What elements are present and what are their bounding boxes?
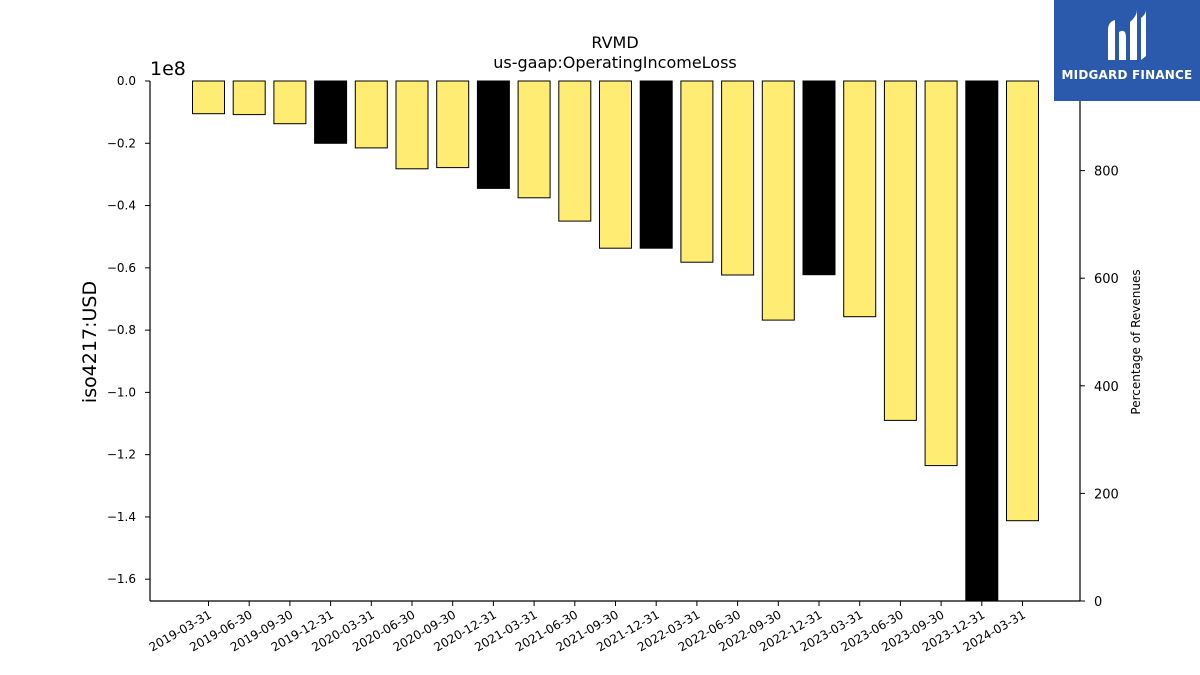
y2-tick-label: 0 <box>1094 595 1102 610</box>
bar-2021-06-30 <box>558 80 592 222</box>
bar-2022-09-30 <box>761 80 795 321</box>
bar-2022-06-30 <box>721 80 755 276</box>
bar-2024-03-31 <box>1006 80 1039 522</box>
y2-tick-label: 800 <box>1094 165 1119 180</box>
y-tick-label: −1.6 <box>107 572 136 586</box>
bar-2023-09-30 <box>924 80 958 467</box>
y2-tick-label: 600 <box>1094 272 1119 287</box>
y-tick-label: −0.8 <box>107 323 136 337</box>
bar-2023-12-31 <box>965 80 999 602</box>
y-tick-label: −0.6 <box>107 261 136 275</box>
y2-tick-label: 200 <box>1094 487 1119 502</box>
chart-title: RVMD <box>591 33 638 52</box>
bar-2020-09-30 <box>436 80 470 169</box>
bar-2023-03-31 <box>843 80 877 318</box>
y-axis-label: iso4217:USD <box>79 281 101 403</box>
chart-subtitle: us-gaap:OperatingIncomeLoss <box>493 53 737 72</box>
logo-text: MIDGARD FINANCE <box>1061 68 1193 82</box>
y-tick-label: −0.2 <box>107 136 136 150</box>
bar-2020-12-31 <box>476 80 510 189</box>
bar-2023-06-30 <box>883 80 917 421</box>
bar-2019-03-31 <box>192 80 225 115</box>
y-tick-label: −1.0 <box>107 385 136 399</box>
y2-tick-label: 400 <box>1094 380 1119 395</box>
bar-2021-09-30 <box>599 80 632 249</box>
bar-2022-03-31 <box>680 80 714 263</box>
y-tick-label: −1.4 <box>107 510 136 524</box>
y2-axis-label: Percentage of Revenues <box>1129 269 1143 414</box>
bar-2021-03-31 <box>517 80 551 199</box>
bar-2022-12-31 <box>802 80 836 276</box>
bar-2019-06-30 <box>232 80 266 116</box>
bar-2020-03-31 <box>354 80 388 149</box>
y-offset-label: 1e8 <box>150 58 186 80</box>
y-tick-label: −1.2 <box>107 448 136 462</box>
y-tick-label: 0.0 <box>117 74 136 88</box>
midgard-finance-logo: MIDGARD FINANCE <box>1054 0 1200 101</box>
bar-2019-09-30 <box>273 80 307 125</box>
y-tick-label: −0.4 <box>107 199 136 213</box>
midgard-logo-icon <box>1108 10 1146 60</box>
bar-2019-12-31 <box>314 80 348 144</box>
bar-2020-06-30 <box>395 80 429 170</box>
bar-2021-12-31 <box>639 80 673 249</box>
